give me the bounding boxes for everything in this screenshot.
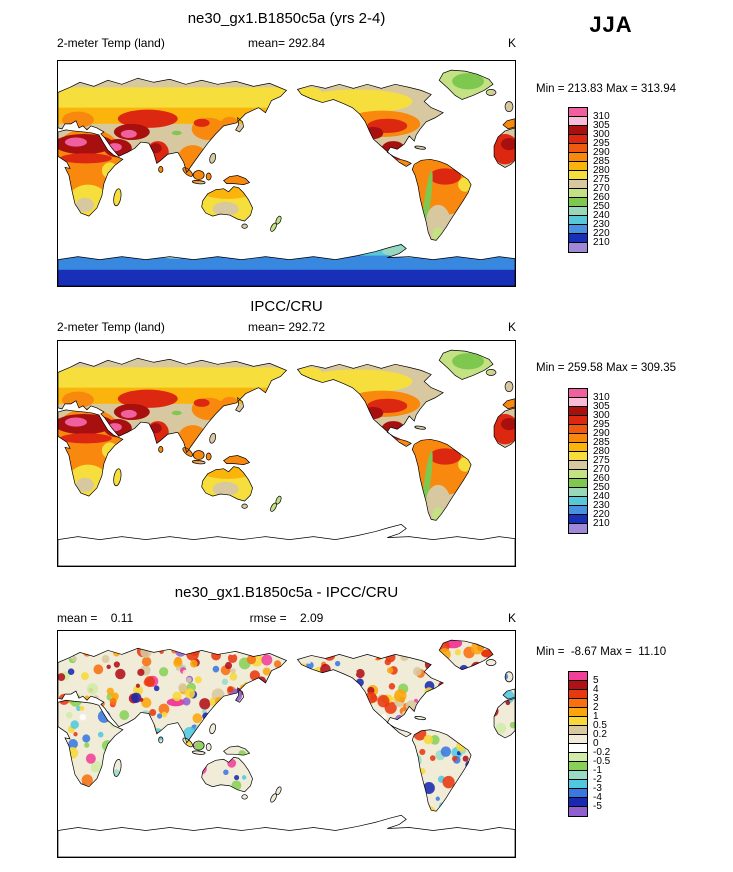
model-temperature-map bbox=[57, 60, 516, 287]
mean-value-label: mean = 0.11 bbox=[57, 611, 134, 625]
variable-label: 2-meter Temp (land) bbox=[57, 36, 165, 50]
difference-map bbox=[57, 630, 516, 858]
units-label: K bbox=[507, 611, 516, 625]
variable-label: 2-meter Temp (land) bbox=[57, 320, 165, 334]
min-max-label: Min = -8.67 Max = 11.10 bbox=[536, 646, 667, 658]
difference-title: ne30_gx1.B1850c5a - IPCC/CRU bbox=[174, 584, 399, 601]
min-max-label: Min = 213.83 Max = 313.94 bbox=[536, 83, 677, 95]
mean-value-label: mean= 292.84 bbox=[247, 36, 326, 50]
obs-temperature-map bbox=[57, 340, 516, 567]
rmse-value-label: rmse = 2.09 bbox=[249, 611, 324, 625]
temperature-colorbar: 310 305 300 295 290 285 280 275 270 260 250 240 230 2… bbox=[568, 107, 638, 253]
units-label: K bbox=[507, 36, 516, 50]
mean-value-label: mean= 292.72 bbox=[247, 320, 326, 334]
season-label: JJA bbox=[589, 12, 633, 37]
difference-colorbar: 5 4 3 2 1 0.5 0.2 0 -0.2 -0.5 -1 -2 -3 -4 -5 bbox=[568, 671, 638, 817]
units-label: K bbox=[507, 320, 516, 334]
temperature-colorbar-obs: 310 305 300 295 290 285 280 275 270 260 250 240 230 2… bbox=[568, 388, 638, 534]
model-title: ne30_gx1.B1850c5a (yrs 2-4) bbox=[187, 10, 386, 27]
obs-title: IPCC/CRU bbox=[250, 298, 323, 315]
min-max-label: Min = 259.58 Max = 309.35 bbox=[536, 362, 677, 374]
